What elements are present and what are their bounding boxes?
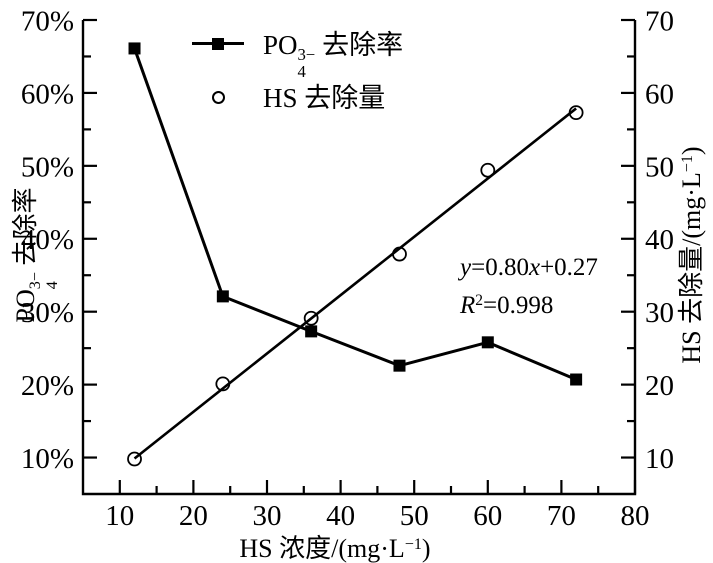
fit-r2-line: R2=0.998 [460,291,554,319]
y-left-tick-label: 20% [21,370,74,402]
circle-marker [568,105,584,121]
y-right-tick-label: 60 [645,78,674,110]
axis-ticks [83,18,637,494]
y-right-tick-label: 30 [645,297,674,329]
fit-line [133,107,577,460]
series-open-circle [127,105,584,467]
y-left-tick-label: 30% [21,297,74,329]
fit-equation-line: y=0.80x+0.27 [460,254,598,281]
y-right-tick-label: 20 [645,370,674,402]
x-tick-labels: 10 20 30 40 50 60 70 80 [105,500,649,532]
square-marker [305,325,318,338]
y-right-tick-labels: 10 20 30 40 50 60 70 [645,5,674,475]
y-right-tick-label: 70 [645,5,674,37]
square-marker [481,336,494,349]
x-tick-label: 60 [473,500,502,532]
x-tick-label: 10 [105,500,134,532]
fit-equation-annotation: y=0.80x+0.27 R2=0.998 [460,251,598,322]
po4-sub-sup: 3− 4 [26,272,61,290]
y-left-tick-label: 40% [21,224,74,256]
y-axis-left-title: PO 3− 4 去除率 [11,187,61,323]
y-left-tick-labels: 10% 20% 30% 40% 50% 60% 70% [21,5,74,475]
x-tick-label: 30 [253,500,282,532]
legend-label-hs: HS 去除量 [263,83,386,113]
y-right-tick-label: 40 [645,224,674,256]
y-left-tick-label: 50% [21,151,74,183]
x-tick-label: 20 [179,500,208,532]
y-right-tick-label: 10 [645,443,674,475]
x-axis-title: HS 浓度/(mg·L−1) [239,534,431,563]
axis-frame [81,20,637,496]
y-axis-right-title: HS 去除量/(mg·L−1) [677,146,707,364]
square-marker [128,42,141,55]
legend-label-po4: PO 3− 4 去除率 [263,30,404,82]
x-tick-label: 40 [326,500,355,532]
legend-circle-marker [212,91,225,104]
square-marker [216,290,229,303]
legend-square-marker [212,38,224,50]
square-marker [570,373,583,386]
circle-marker [215,376,231,392]
series-line [133,47,577,381]
circle-marker [127,451,142,467]
x-tick-label: 80 [621,500,650,532]
y-left-tick-label: 60% [21,78,74,110]
po4-sub-sup: 3− 4 [297,44,316,82]
circle-marker [303,310,319,326]
series-filled-square [128,42,583,386]
y-right-tick-label: 50 [645,151,674,183]
x-tick-label: 50 [400,500,429,532]
y-left-tick-label: 70% [21,5,74,37]
y-left-tick-label: 10% [21,443,74,475]
x-tick-label: 70 [547,500,576,532]
circle-marker [480,162,496,178]
square-marker [393,359,406,372]
circle-marker [392,246,407,262]
